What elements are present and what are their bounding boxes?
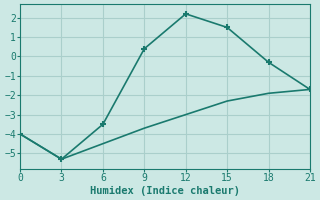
X-axis label: Humidex (Indice chaleur): Humidex (Indice chaleur) — [90, 186, 240, 196]
